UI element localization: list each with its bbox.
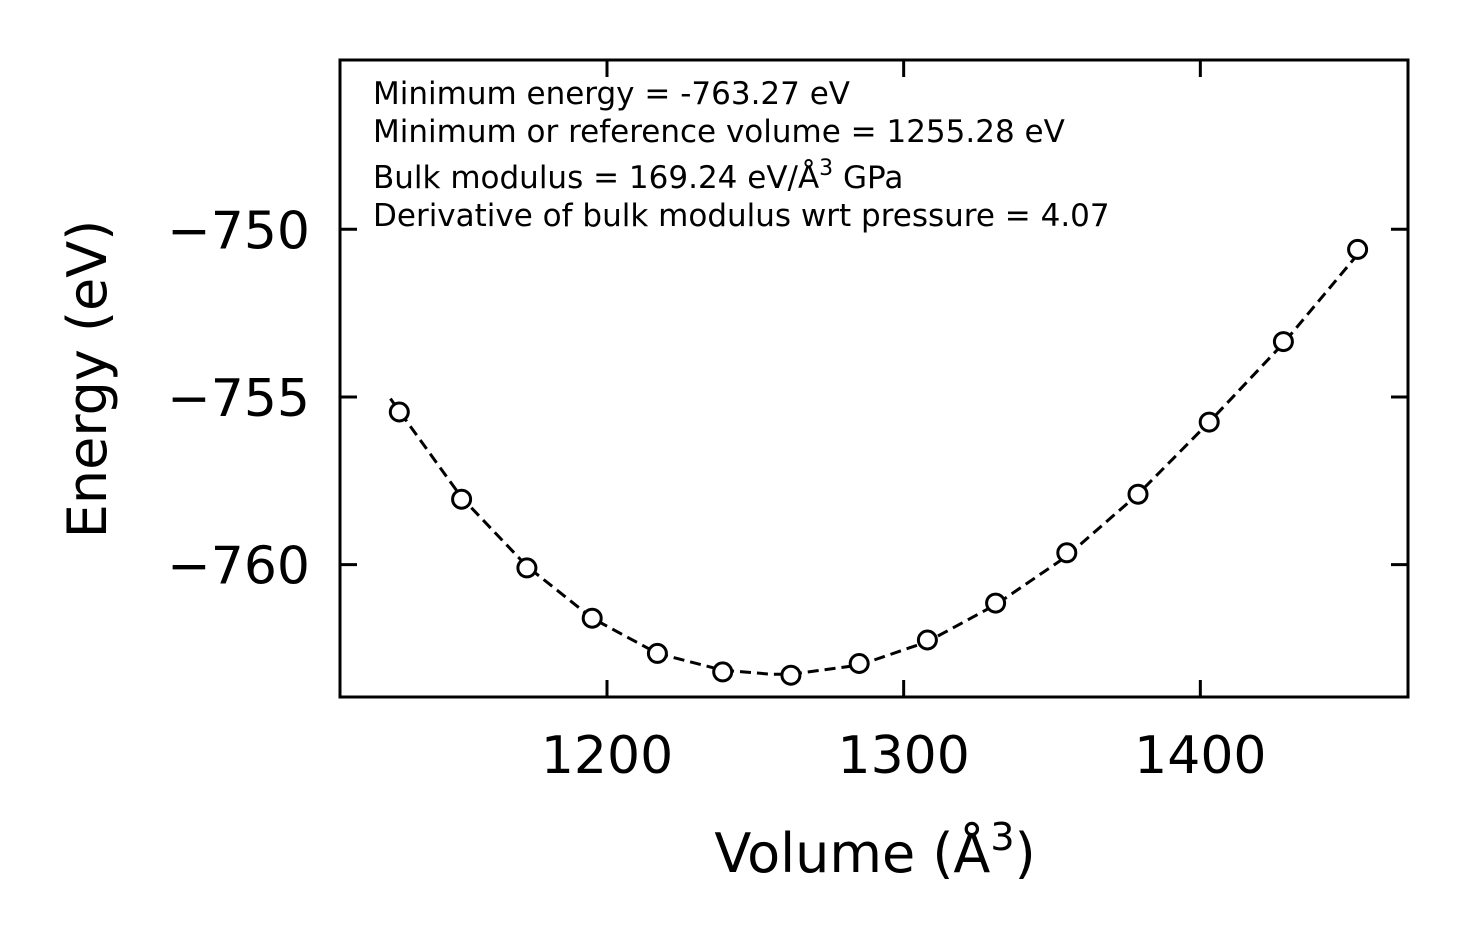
x-axis-label-text: Volume (Å <box>714 821 990 885</box>
y-axis-label: Energy (eV) <box>56 220 119 539</box>
annotation-bulk-modulus-unit: GPa <box>833 160 903 196</box>
data-point <box>848 653 870 674</box>
data-point <box>1127 483 1149 505</box>
data-point <box>1347 238 1369 260</box>
annotation-bulk-modulus: Bulk modulus = 169.24 eV/Å3 GPa <box>373 156 903 196</box>
y-tick-label: −750 <box>167 201 310 261</box>
data-point <box>516 557 538 579</box>
annotation-box: Minimum energy = -763.27 eV Minimum or r… <box>373 76 1110 234</box>
x-tick-labels: 1200 1300 1400 <box>541 726 1267 786</box>
x-axis-label-superscript: 3 <box>990 815 1014 859</box>
x-tick-label: 1200 <box>541 726 673 786</box>
data-point <box>388 401 410 423</box>
data-point <box>712 661 734 683</box>
x-axis-label: Volume (Å3) <box>714 815 1035 885</box>
data-point <box>1056 542 1078 564</box>
x-tick-label: 1300 <box>837 726 969 786</box>
annotation-bulk-modulus-superscript: 3 <box>819 156 833 181</box>
data-point <box>985 592 1007 614</box>
y-tick-label: −755 <box>167 369 310 429</box>
fit-curve-line <box>389 253 1359 676</box>
data-point <box>1272 331 1294 353</box>
data-points-group <box>388 238 1369 686</box>
x-axis-label-suffix: ) <box>1015 822 1036 885</box>
plot-frame <box>338 58 1410 699</box>
data-point <box>451 488 473 510</box>
y-tick-labels: −750 −755 −760 <box>167 201 310 596</box>
data-point <box>916 629 938 651</box>
annotation-bulk-modulus-prefix: Bulk modulus = 169.24 eV/Å <box>373 160 819 196</box>
data-point <box>780 664 802 686</box>
data-point <box>646 642 668 664</box>
x-tick-label: 1400 <box>1134 726 1266 786</box>
data-point <box>581 607 603 629</box>
y-tick-label: −760 <box>167 537 310 597</box>
axis-ticks <box>340 60 1408 697</box>
annotation-min-energy: Minimum energy = -763.27 eV <box>373 76 850 112</box>
fit-line-group <box>389 253 1359 676</box>
annotation-bulk-derivative: Derivative of bulk modulus wrt pressure … <box>373 198 1110 234</box>
annotation-min-volume: Minimum or reference volume = 1255.28 eV <box>373 114 1065 150</box>
data-point <box>1198 411 1220 433</box>
